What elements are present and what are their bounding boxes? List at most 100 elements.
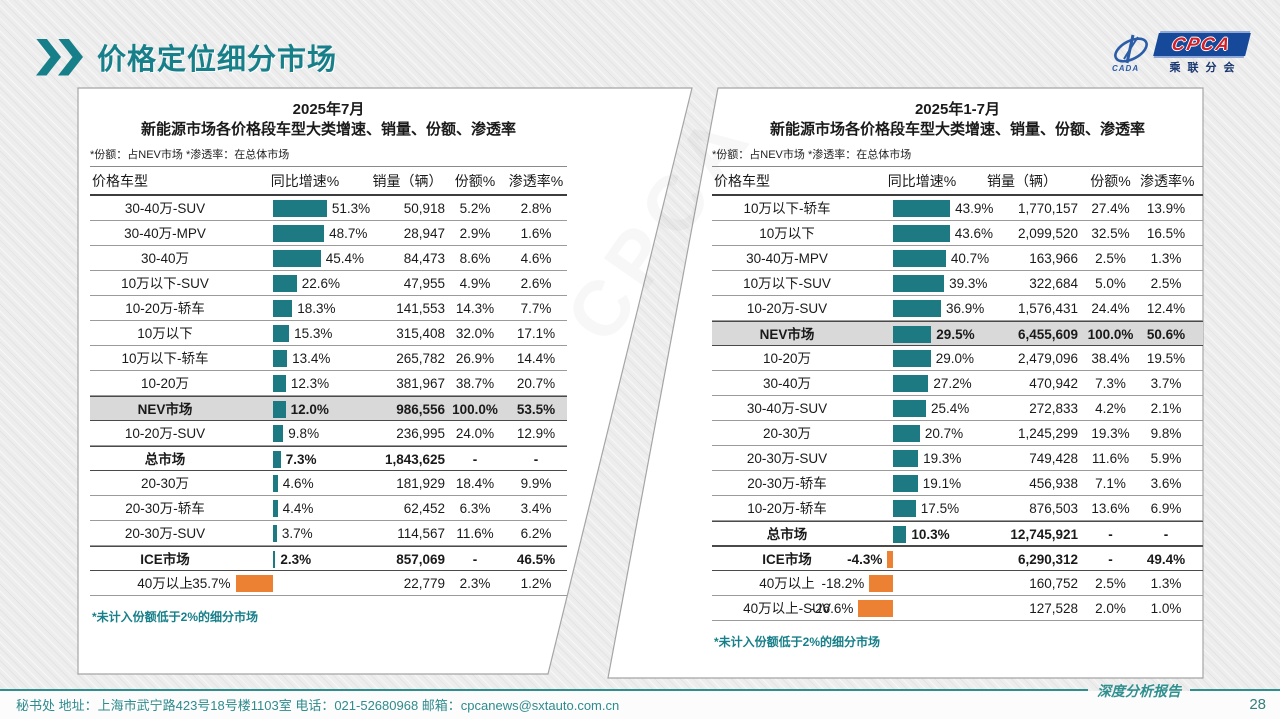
growth-value: -35.7% — [187, 576, 231, 591]
sales-value: 876,503 — [1029, 501, 1078, 516]
footer-divider — [1190, 689, 1280, 691]
sales-value: 322,684 — [1029, 276, 1078, 291]
sales-value: 114,567 — [397, 526, 445, 541]
share-value: 5.0% — [1095, 276, 1126, 291]
row-label: 30-40万 — [762, 376, 812, 391]
table-row: 20-30万 20.7% 1,245,299 19.3% 9.8% — [712, 421, 1203, 446]
share-value: 14.3% — [455, 301, 495, 316]
sales-value: 1,245,299 — [1017, 426, 1078, 441]
chevron-icon — [36, 38, 61, 76]
growth-value: 19.3% — [923, 451, 962, 466]
sales-value: 141,553 — [396, 301, 445, 316]
table-row: 40万以上 -18.2% 160,752 2.5% 1.3% — [712, 571, 1203, 596]
penetration-value: 13.9% — [1146, 201, 1186, 216]
share-value: 2.5% — [1095, 576, 1126, 591]
growth-bar — [273, 225, 325, 242]
growth-bar — [893, 375, 929, 392]
row-label: ICE市场 — [762, 552, 812, 567]
table-title: 新能源市场各价格段车型大类增速、销量、份额、渗透率 — [769, 121, 1145, 138]
sales-value: 6,290,312 — [1017, 552, 1078, 567]
growth-value: 36.9% — [946, 301, 985, 316]
column-header: 渗透率% — [508, 173, 564, 189]
growth-bar — [893, 526, 907, 543]
slide-header: 价格定位细分市场 — [36, 36, 337, 78]
penetration-value: 1.2% — [520, 576, 552, 591]
table-row: 10万以下-SUV 39.3% 322,684 5.0% 2.5% — [712, 271, 1203, 296]
table-row: 总市场 7.3% 1,843,625 - - — [90, 446, 567, 471]
penetration-value: 12.4% — [1146, 301, 1186, 316]
penetration-value: 49.4% — [1146, 552, 1186, 567]
sales-value: 381,967 — [396, 376, 445, 391]
page-title: 价格定位细分市场 — [97, 44, 338, 76]
share-value: 100.0% — [1087, 327, 1134, 342]
growth-value: 51.3% — [331, 201, 371, 216]
share-value: 24.0% — [455, 426, 495, 441]
penetration-value: 12.9% — [516, 426, 556, 441]
row-label: 20-30万-轿车 — [125, 501, 205, 516]
table-title-period: 2025年1-7月 — [914, 101, 1001, 118]
sales-value: 6,455,609 — [1017, 327, 1078, 342]
penetration-value: 2.1% — [1150, 401, 1182, 416]
growth-value: 9.8% — [288, 426, 320, 441]
growth-value: -18.2% — [821, 576, 865, 591]
row-label: 10-20万-轿车 — [747, 501, 827, 516]
penetration-value: - — [533, 452, 539, 467]
growth-value: -26.6% — [810, 601, 854, 616]
growth-bar — [235, 575, 273, 592]
table-row: 10-20万-SUV 36.9% 1,576,431 24.4% 12.4% — [712, 296, 1203, 321]
share-value: 26.9% — [455, 351, 495, 366]
row-label: 10万以下-轿车 — [743, 201, 831, 216]
column-header: 销量（辆） — [987, 173, 1057, 189]
growth-bar — [893, 425, 920, 442]
sales-value: 181,929 — [396, 476, 445, 491]
penetration-value: - — [1163, 527, 1169, 542]
row-label: 10万以下 — [759, 226, 815, 241]
growth-value: 12.0% — [290, 402, 329, 417]
row-label: 30-40万 — [140, 251, 190, 266]
growth-bar — [273, 325, 290, 342]
row-label: 30-40万-SUV — [124, 201, 206, 216]
sales-value: 986,556 — [396, 402, 445, 417]
table-row: 10万以下-轿车 13.4% 265,782 26.9% 14.4% — [90, 346, 567, 371]
table-row: 10万以下 15.3% 315,408 32.0% 17.1% — [90, 321, 567, 346]
row-label: 10万以下-SUV — [121, 276, 209, 291]
share-value: 32.0% — [455, 326, 495, 341]
sales-value: 265,782 — [396, 351, 445, 366]
penetration-value: 3.7% — [1150, 376, 1182, 391]
growth-value: 10.3% — [911, 527, 950, 542]
row-label: 30-40万-MPV — [124, 226, 206, 241]
row-label: 40万以上 — [137, 576, 193, 591]
row-label: NEV市场 — [759, 327, 815, 342]
growth-value: 17.5% — [920, 501, 960, 516]
growth-bar — [273, 401, 286, 418]
table-row: 10万以下 43.6% 2,099,520 32.5% 16.5% — [712, 221, 1203, 246]
column-header: 渗透率% — [1140, 173, 1195, 189]
share-value: 2.9% — [459, 226, 491, 241]
column-header: 销量（辆） — [372, 173, 443, 189]
penetration-value: 2.8% — [520, 201, 552, 216]
penetration-value: 1.0% — [1150, 601, 1182, 616]
growth-value: 29.0% — [935, 351, 974, 366]
growth-value: 4.4% — [282, 501, 314, 516]
sales-value: 749,428 — [1029, 451, 1078, 466]
share-value: - — [472, 452, 478, 467]
row-label: 10万以下 — [137, 326, 193, 341]
row-label: 10万以下-SUV — [743, 276, 831, 291]
row-label: 10-20万 — [140, 376, 190, 391]
table-row: NEV市场 29.5% 6,455,609 100.0% 50.6% — [712, 321, 1203, 346]
column-header: 同比增速% — [887, 173, 957, 189]
sales-value: 22,779 — [403, 576, 445, 591]
column-header: 同比增速% — [270, 173, 340, 189]
row-label: 总市场 — [144, 452, 186, 467]
footer-divider — [0, 689, 1088, 691]
table-panel-july: 2025年7月 新能源市场各价格段车型大类增速、销量、份额、渗透率 *份额：占N… — [90, 100, 567, 624]
growth-value: 40.7% — [950, 251, 990, 266]
sales-value: 12,745,921 — [1010, 527, 1078, 542]
growth-value: 19.1% — [922, 476, 962, 491]
share-value: 18.4% — [455, 476, 495, 491]
table-row: ICE市场 -4.3% 6,290,312 - 49.4% — [712, 546, 1203, 571]
table-row: 30-40万-MPV 48.7% 28,947 2.9% 1.6% — [90, 221, 567, 246]
penetration-value: 3.4% — [520, 501, 552, 516]
sales-value: 127,528 — [1029, 601, 1078, 616]
row-label: 总市场 — [766, 527, 808, 542]
